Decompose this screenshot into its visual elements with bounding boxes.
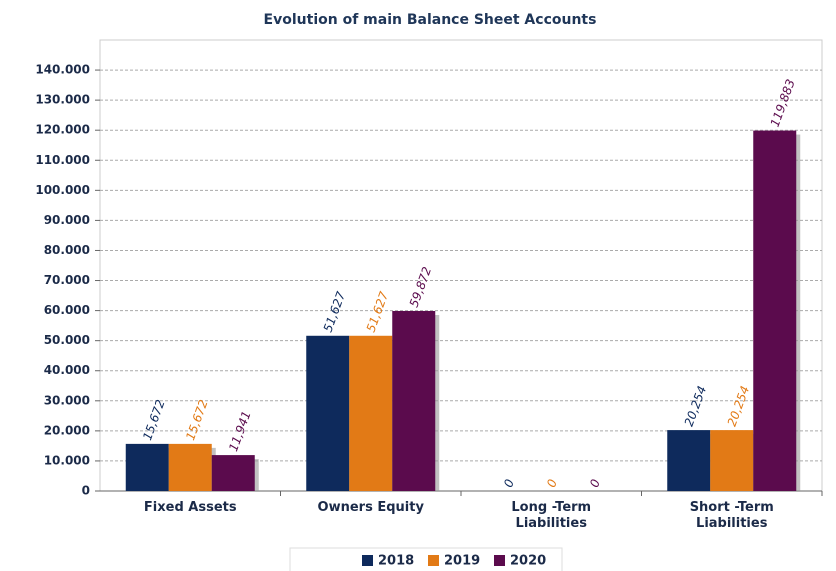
legend-label: 2019 [444,554,480,569]
bar [667,430,711,491]
y-tick-label: 130.000 [35,93,90,107]
y-tick-label: 110.000 [35,153,90,167]
plot-area [99,39,823,492]
bar [125,443,169,491]
bar [168,443,212,491]
y-tick-label: 0 [82,484,90,498]
x-tick-label: Long -Term Liabilities [511,500,592,531]
bar [306,335,350,491]
y-tick-label: 60.000 [44,303,90,317]
bar [710,430,754,491]
x-tick-label: Fixed Assets [143,500,237,515]
x-tick-label: Short -Term Liabilities [689,500,774,531]
y-tick-label: 140.000 [35,63,90,77]
legend-swatch [428,555,439,566]
bar [753,130,797,492]
y-tick-label: 70.000 [44,273,90,287]
legend-label: 2018 [378,554,414,569]
x-tick-label: Owners Equity [317,500,424,515]
chart-title: Evolution of main Balance Sheet Accounts [264,12,597,28]
y-tick-label: 30.000 [44,393,90,407]
y-tick-label: 50.000 [44,333,90,347]
bar [349,335,393,491]
legend-swatch [494,555,505,566]
y-tick-label: 80.000 [44,243,90,257]
y-tick-label: 40.000 [44,363,90,377]
y-tick-label: 120.000 [35,123,90,137]
y-tick-label: 10.000 [44,453,90,467]
legend-swatch [362,555,373,566]
bar [211,455,255,491]
bar [392,310,436,491]
y-tick-label: 90.000 [44,213,90,227]
y-tick-label: 20.000 [44,423,90,437]
y-tick-label: 100.000 [35,183,90,197]
legend-label: 2020 [510,554,546,569]
